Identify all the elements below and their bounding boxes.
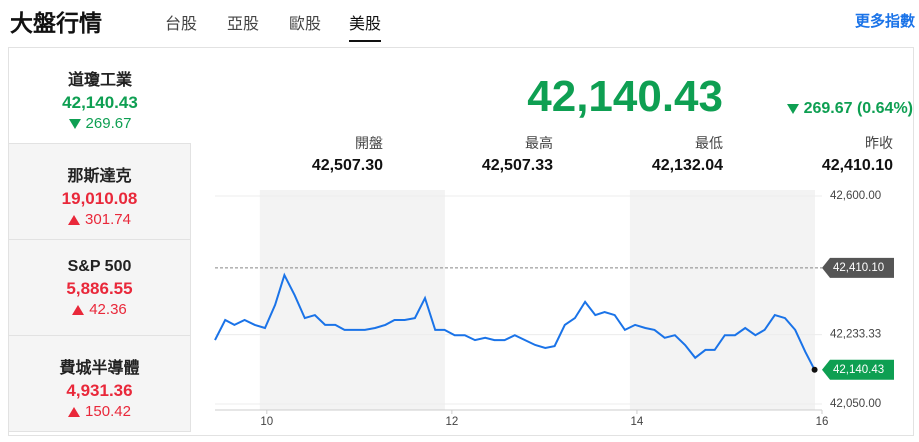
index-value: 19,010.08 bbox=[61, 189, 138, 208]
index-change-text: 42.36 bbox=[89, 301, 127, 318]
stat: 昨收 42,410.10 bbox=[733, 133, 893, 175]
y-tick-label: 42,050.00 bbox=[830, 398, 881, 410]
stat-value: 42,410.10 bbox=[821, 157, 893, 174]
quote-price: 42,140.43 bbox=[527, 72, 723, 121]
x-tick-label: 10 bbox=[260, 416, 273, 428]
index-name: S&P 500 bbox=[67, 258, 132, 275]
arrow-icon bbox=[786, 103, 799, 114]
last-point bbox=[811, 366, 818, 373]
stat: 最高 42,507.33 bbox=[393, 133, 553, 175]
index-change-text: 269.67 bbox=[85, 115, 132, 132]
y-tick-label: 42,600.00 bbox=[830, 190, 881, 202]
stat-value: 42,507.30 bbox=[311, 157, 383, 174]
x-tick-label: 14 bbox=[631, 416, 644, 428]
index-value: 4,931.36 bbox=[66, 381, 133, 400]
session-band bbox=[629, 190, 815, 410]
index-change-text: 150.42 bbox=[85, 403, 131, 420]
quote-change-text: 269.67 (0.64%) bbox=[803, 100, 913, 117]
stat: 最低 42,132.04 bbox=[563, 133, 723, 175]
y-tick-label: 42,233.33 bbox=[830, 329, 881, 341]
price-line bbox=[214, 272, 816, 371]
index-item[interactable]: 費城半導體 4,931.36 150.42 bbox=[9, 336, 191, 432]
index-item[interactable]: 道瓊工業 42,140.43 269.67 bbox=[9, 48, 191, 144]
stat-value: 42,132.04 bbox=[651, 157, 723, 174]
page-title: 大盤行情 bbox=[10, 10, 102, 36]
stat-label: 開盤 bbox=[355, 135, 383, 151]
tab[interactable]: 美股 bbox=[349, 10, 382, 42]
stat: 開盤 42,507.30 bbox=[223, 133, 383, 175]
stat-label: 昨收 bbox=[865, 135, 893, 151]
index-change: 269.67 bbox=[9, 115, 191, 132]
index-change: 150.42 bbox=[9, 403, 190, 420]
index-change: 42.36 bbox=[9, 301, 190, 318]
reference-label-bg bbox=[822, 257, 894, 278]
arrow-icon bbox=[68, 407, 81, 418]
index-value: 42,140.43 bbox=[62, 93, 138, 112]
index-change: 301.74 bbox=[9, 211, 190, 228]
tab[interactable]: 歐股 bbox=[289, 16, 322, 33]
index-change-text: 301.74 bbox=[85, 211, 131, 228]
arrow-icon bbox=[72, 305, 85, 316]
index-name: 費城半導體 bbox=[59, 360, 140, 377]
widget-frame bbox=[8, 47, 914, 436]
index-name: 那斯達克 bbox=[67, 168, 132, 185]
stat-value: 42,507.33 bbox=[481, 157, 553, 174]
index-item[interactable]: 那斯達克 19,010.08 301.74 bbox=[9, 144, 191, 240]
quote-change: 269.67 (0.64%) bbox=[786, 100, 913, 118]
reference-label: 42,410.10 bbox=[833, 262, 884, 274]
index-value: 5,886.55 bbox=[66, 279, 133, 298]
last-price-label-bg bbox=[822, 359, 894, 380]
last-price-label: 42,140.43 bbox=[833, 364, 884, 376]
index-name: 道瓊工業 bbox=[67, 72, 132, 89]
tab[interactable]: 亞股 bbox=[227, 16, 260, 33]
tab[interactable]: 台股 bbox=[165, 16, 198, 33]
arrow-icon bbox=[68, 119, 81, 130]
more-link[interactable]: 更多指數 bbox=[854, 13, 915, 30]
index-item[interactable]: S&P 500 5,886.55 42.36 bbox=[9, 240, 191, 336]
session-band bbox=[259, 190, 445, 410]
stat-label: 最高 bbox=[525, 135, 553, 151]
x-tick-label: 12 bbox=[445, 416, 458, 428]
stat-label: 最低 bbox=[695, 135, 723, 151]
arrow-icon bbox=[68, 215, 81, 226]
x-tick-label: 16 bbox=[816, 416, 829, 428]
